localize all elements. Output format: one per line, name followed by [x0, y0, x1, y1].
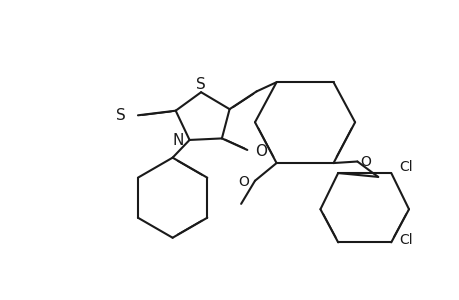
Text: O: O: [254, 144, 266, 159]
Text: Cl: Cl: [398, 160, 412, 174]
Text: S: S: [196, 77, 206, 92]
Text: O: O: [238, 175, 249, 189]
Text: S: S: [116, 108, 125, 123]
Text: Cl: Cl: [398, 233, 412, 247]
Text: O: O: [360, 154, 370, 169]
Text: N: N: [173, 133, 184, 148]
